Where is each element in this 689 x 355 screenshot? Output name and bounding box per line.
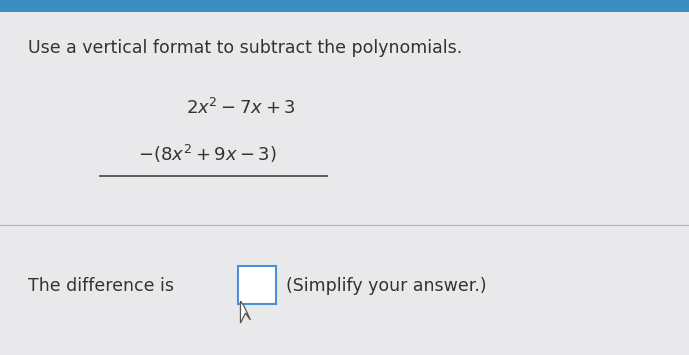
Text: (Simplify your answer.): (Simplify your answer.) xyxy=(286,277,486,295)
FancyBboxPatch shape xyxy=(238,266,276,304)
Text: $2x^2 - 7x + 3$: $2x^2 - 7x + 3$ xyxy=(186,98,296,118)
Text: Use a vertical format to subtract the polynomials.: Use a vertical format to subtract the po… xyxy=(28,39,462,57)
Text: $-(8x^2 + 9x - 3)$: $-(8x^2 + 9x - 3)$ xyxy=(138,143,276,165)
FancyBboxPatch shape xyxy=(0,0,689,12)
Polygon shape xyxy=(240,301,251,323)
Text: The difference is: The difference is xyxy=(28,277,174,295)
